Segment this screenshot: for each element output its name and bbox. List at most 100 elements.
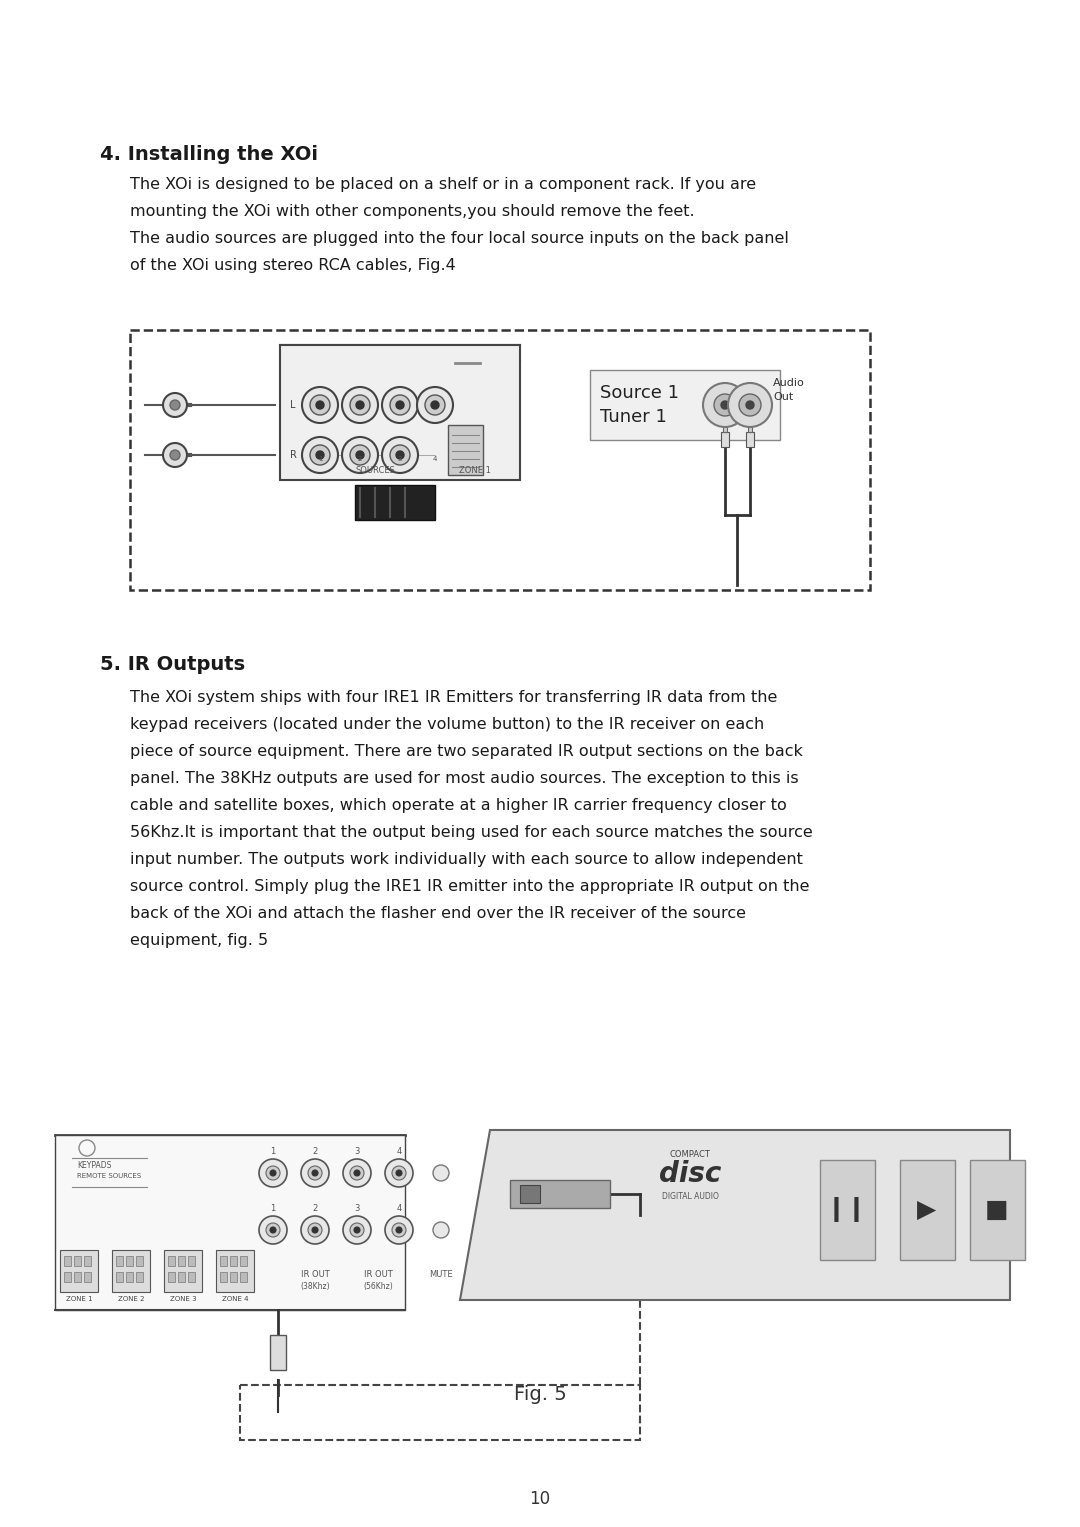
Circle shape	[739, 394, 761, 415]
Text: 1: 1	[270, 1203, 275, 1212]
Text: DIGITAL AUDIO: DIGITAL AUDIO	[662, 1193, 718, 1202]
Bar	[188, 1257, 195, 1266]
Circle shape	[308, 1167, 322, 1180]
Text: ZONE 1: ZONE 1	[66, 1296, 92, 1303]
Text: Source 1: Source 1	[600, 383, 679, 402]
Text: cable and satellite boxes, which operate at a higher IR carrier frequency closer: cable and satellite boxes, which operate…	[130, 799, 786, 812]
Circle shape	[396, 1170, 402, 1176]
Bar	[178, 1272, 185, 1283]
Bar	[75, 1257, 81, 1266]
Bar	[230, 1272, 237, 1283]
Text: Fig. 5: Fig. 5	[514, 1385, 566, 1403]
Text: IR OUT: IR OUT	[300, 1270, 329, 1280]
Circle shape	[384, 1215, 413, 1245]
Circle shape	[350, 1223, 364, 1237]
Bar	[60, 1251, 98, 1292]
Circle shape	[431, 402, 438, 409]
Text: MUTE: MUTE	[429, 1270, 453, 1280]
Circle shape	[392, 1223, 406, 1237]
Bar	[64, 1257, 71, 1266]
Circle shape	[312, 1170, 318, 1176]
Text: The audio sources are plugged into the four local source inputs on the back pane: The audio sources are plugged into the f…	[130, 231, 788, 246]
Text: 2: 2	[312, 1203, 318, 1212]
Text: source control. Simply plug the IRE1 IR emitter into the appropriate IR output o: source control. Simply plug the IRE1 IR …	[130, 880, 810, 893]
Circle shape	[356, 402, 364, 409]
Text: ZONE 2: ZONE 2	[118, 1296, 145, 1303]
Bar	[820, 1161, 875, 1260]
Bar	[116, 1257, 123, 1266]
Text: 56Khz.It is important that the output being used for each source matches the sou: 56Khz.It is important that the output be…	[130, 825, 813, 840]
Bar	[116, 1272, 123, 1283]
Circle shape	[396, 402, 404, 409]
Bar	[64, 1272, 71, 1283]
Text: Audio: Audio	[773, 379, 805, 388]
Circle shape	[721, 402, 729, 409]
Text: 2: 2	[312, 1147, 318, 1156]
Text: keypad receivers (located under the volume button) to the IR receiver on each: keypad receivers (located under the volu…	[130, 718, 765, 731]
Circle shape	[433, 1165, 449, 1180]
Bar	[75, 1272, 81, 1283]
Text: REMOTE SOURCES: REMOTE SOURCES	[77, 1173, 141, 1179]
Bar	[168, 1272, 175, 1283]
Bar	[448, 425, 483, 475]
Text: Tuner 1: Tuner 1	[600, 408, 666, 426]
Circle shape	[396, 1228, 402, 1232]
Circle shape	[728, 383, 772, 428]
Circle shape	[350, 444, 370, 466]
Circle shape	[350, 395, 370, 415]
Bar	[280, 345, 519, 479]
Text: of the XOi using stereo RCA cables, Fig.4: of the XOi using stereo RCA cables, Fig.…	[130, 258, 456, 273]
Text: IR OUT: IR OUT	[364, 1270, 392, 1280]
Circle shape	[396, 450, 404, 460]
Text: 3: 3	[354, 1203, 360, 1212]
Circle shape	[266, 1167, 280, 1180]
Text: ❙❙: ❙❙	[826, 1197, 868, 1223]
Circle shape	[302, 437, 338, 473]
Bar	[723, 418, 727, 432]
Bar	[178, 1257, 185, 1266]
Circle shape	[170, 450, 180, 460]
Text: mounting the XOi with other components,you should remove the feet.: mounting the XOi with other components,y…	[130, 205, 694, 218]
Bar	[746, 432, 754, 447]
Circle shape	[426, 395, 445, 415]
Bar	[136, 1272, 143, 1283]
Bar	[216, 1251, 254, 1292]
Circle shape	[354, 1228, 360, 1232]
Text: equipment, fig. 5: equipment, fig. 5	[130, 933, 268, 948]
Circle shape	[342, 437, 378, 473]
Text: back of the XOi and attach the flasher end over the IR receiver of the source: back of the XOi and attach the flasher e…	[130, 906, 746, 921]
Bar	[240, 1385, 640, 1440]
Text: ZONE 1: ZONE 1	[459, 466, 491, 475]
Text: 2: 2	[357, 457, 362, 463]
Circle shape	[310, 444, 330, 466]
Text: piece of source equipment. There are two separated IR output sections on the bac: piece of source equipment. There are two…	[130, 744, 802, 759]
Text: panel. The 38KHz outputs are used for most audio sources. The exception to this : panel. The 38KHz outputs are used for mo…	[130, 771, 798, 786]
Text: 3: 3	[397, 457, 402, 463]
Text: ▶: ▶	[917, 1199, 936, 1222]
Bar	[240, 1272, 247, 1283]
Circle shape	[270, 1170, 276, 1176]
Bar	[130, 330, 870, 589]
Circle shape	[382, 386, 418, 423]
Text: The XOi is designed to be placed on a shelf or in a component rack. If you are: The XOi is designed to be placed on a sh…	[130, 177, 756, 192]
Text: KEYPADS: KEYPADS	[77, 1161, 111, 1170]
Circle shape	[308, 1223, 322, 1237]
Bar	[220, 1257, 227, 1266]
Bar	[510, 1180, 610, 1208]
Bar	[240, 1257, 247, 1266]
Bar	[188, 1272, 195, 1283]
Circle shape	[392, 1167, 406, 1180]
Circle shape	[746, 402, 754, 409]
Circle shape	[316, 450, 324, 460]
Text: COMPACT: COMPACT	[670, 1150, 711, 1159]
Circle shape	[342, 386, 378, 423]
Text: ■: ■	[985, 1199, 1009, 1222]
Circle shape	[384, 1159, 413, 1186]
Circle shape	[302, 386, 338, 423]
Text: Out: Out	[773, 392, 793, 402]
Circle shape	[382, 437, 418, 473]
Bar	[84, 1272, 91, 1283]
Circle shape	[350, 1167, 364, 1180]
Circle shape	[310, 395, 330, 415]
Bar	[748, 418, 752, 432]
